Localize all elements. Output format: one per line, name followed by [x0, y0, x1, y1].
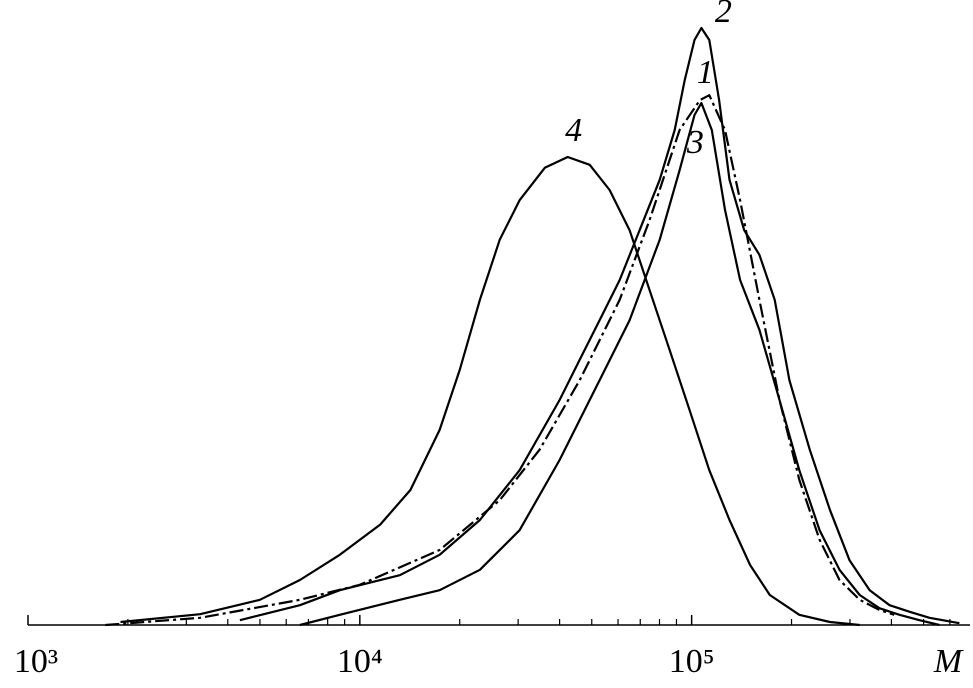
curve	[239, 26, 960, 625]
curve-label: 4	[565, 112, 582, 149]
curve-label: 3	[686, 124, 704, 161]
curve	[120, 155, 860, 627]
x-tick-label: 10⁴	[337, 643, 383, 680]
curve	[105, 94, 895, 627]
x-tick-label: 10³	[14, 643, 58, 680]
curve	[299, 101, 940, 627]
x-tick-label: 10⁵	[669, 643, 715, 680]
curve-label: 2	[715, 0, 732, 30]
x-axis-label: M	[933, 643, 964, 680]
curve-label: 1	[697, 54, 714, 91]
